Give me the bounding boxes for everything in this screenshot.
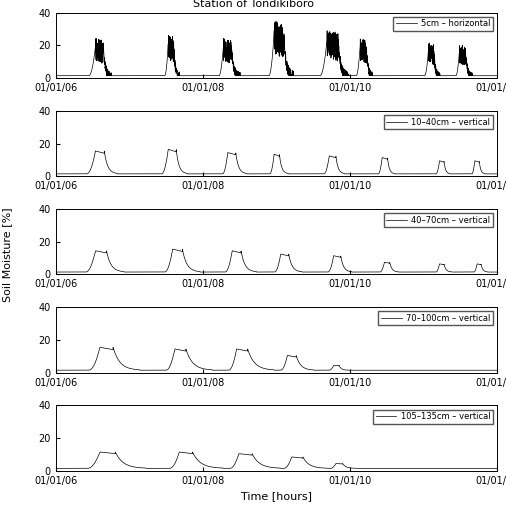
Text: Soil Moisture [%]: Soil Moisture [%] bbox=[3, 207, 13, 302]
Legend: 5cm – horizontal: 5cm – horizontal bbox=[393, 17, 493, 31]
X-axis label: Time [hours]: Time [hours] bbox=[241, 491, 312, 501]
Legend: 40–70cm – vertical: 40–70cm – vertical bbox=[384, 213, 493, 227]
Text: Station of Tondikiboro: Station of Tondikiboro bbox=[193, 0, 314, 9]
Legend: 70–100cm – vertical: 70–100cm – vertical bbox=[378, 312, 493, 325]
Legend: 105–135cm – vertical: 105–135cm – vertical bbox=[373, 410, 493, 423]
Legend: 10–40cm – vertical: 10–40cm – vertical bbox=[384, 115, 493, 129]
